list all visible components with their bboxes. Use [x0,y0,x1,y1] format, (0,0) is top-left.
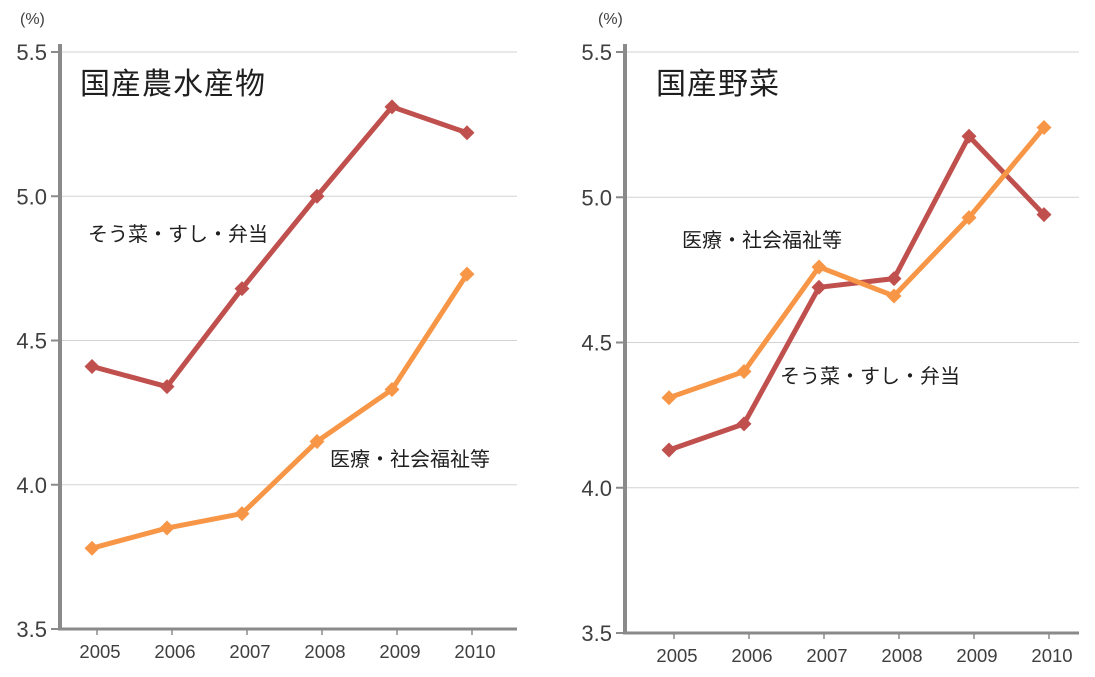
data-point-marker [1036,120,1052,136]
series-souzai-sushi-bento [84,99,475,395]
data-point-marker [811,259,827,275]
series-line [666,125,1047,401]
data-point-marker [234,506,250,522]
x-tick-label: 2007 [229,641,270,662]
data-point-marker [84,358,100,374]
line-chart-domestic-agrifishery-products: 5.5 5.0 4.5 4.0 3.5 2005 2006 2007 2008 2009 2010 そ… [16,11,517,662]
data-point-marker [961,128,977,144]
y-tick-label: 4.0 [581,476,612,501]
series-line [666,133,1047,453]
x-tick-label: 2009 [956,645,997,666]
series-line [89,104,470,390]
series-label: そう菜・すし・弁当 [88,223,268,246]
x-tick-label: 2010 [1031,645,1072,666]
y-tick-label: 4.5 [581,331,612,356]
chart-title: 国産野菜 [656,68,780,101]
y-tick-label: 3.5 [16,617,47,642]
series-souzai-sushi-bento [661,128,1052,458]
data-point-marker [961,210,977,226]
series-label: そう菜・すし・弁当 [780,365,960,388]
x-tick-label: 2006 [154,641,195,662]
data-point-marker [811,279,827,295]
x-tick-label: 2008 [881,645,922,666]
y-tick-label: 4.0 [16,473,47,498]
data-point-marker [886,271,902,287]
series-label: 医療・社会福祉等 [330,448,490,471]
series-iryo-fukushi [661,120,1052,406]
data-point-marker [159,520,175,536]
line-chart-domestic-vegetables: 5.5 5.0 4.5 4.0 3.5 2005 2006 2007 2008 2009 2010 そ… [581,11,1079,666]
data-point-marker [661,390,677,406]
x-tick-label: 2005 [79,641,120,662]
series-iryo-fukushi [84,266,475,556]
y-tick-label: 5.0 [581,185,612,210]
data-point-marker [234,281,250,297]
y-tick-label: 5.0 [16,184,47,209]
data-point-marker [309,433,325,449]
y-tick-label: 5.5 [581,40,612,65]
data-point-marker [661,442,677,458]
y-tick-label: 3.5 [581,621,612,646]
data-point-marker [459,266,475,282]
axis-unit-label: (%) [20,11,45,28]
data-point-marker [84,540,100,556]
x-tick-label: 2010 [454,641,495,662]
data-point-marker [1036,207,1052,223]
data-point-marker [384,99,400,115]
series-line [89,271,470,551]
data-point-marker [886,288,902,304]
chart-title: 国産農水産物 [80,68,266,101]
data-point-marker [736,416,752,432]
series-label: 医療・社会福祉等 [682,229,842,252]
data-point-marker [736,364,752,380]
data-point-marker [159,379,175,395]
x-tick-label: 2007 [806,645,847,666]
data-point-marker [459,125,475,141]
axis-unit-label: (%) [598,11,623,28]
y-tick-label: 4.5 [16,329,47,354]
data-point-marker [384,382,400,398]
x-tick-label: 2005 [656,645,697,666]
x-tick-label: 2006 [731,645,772,666]
x-tick-label: 2008 [304,641,345,662]
x-tick-label: 2009 [379,641,420,662]
data-point-marker [309,188,325,204]
y-tick-label: 5.5 [16,40,47,65]
